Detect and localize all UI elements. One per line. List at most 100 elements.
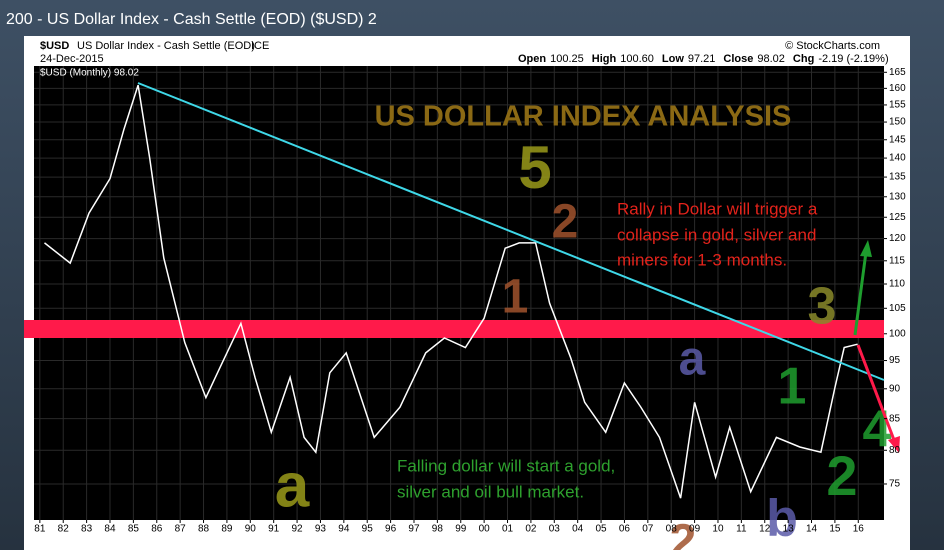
wave-label: 4 xyxy=(863,401,892,459)
x-tick-label: 83 xyxy=(81,524,93,535)
x-tick-label: 86 xyxy=(151,524,163,535)
x-tick-label: 14 xyxy=(806,524,818,535)
quote-label: Low xyxy=(662,53,684,65)
x-tick-label: 89 xyxy=(221,524,233,535)
y-tick-label: 150 xyxy=(889,117,906,128)
wave-label: b xyxy=(766,490,798,548)
wave-label: a xyxy=(275,451,310,520)
down-arrow xyxy=(856,344,896,441)
y-tick-label: 125 xyxy=(889,212,906,223)
quote-value: 100.25 xyxy=(550,53,584,65)
axes: 7580859095100105110115120125130135140145… xyxy=(34,67,906,535)
x-tick-label: 05 xyxy=(595,524,607,535)
y-tick-label: 120 xyxy=(889,233,906,244)
y-tick-label: 135 xyxy=(889,172,906,183)
plot-area xyxy=(34,66,884,520)
annotation: silver and oil bull market. xyxy=(397,482,584,501)
x-tick-label: 04 xyxy=(572,524,584,535)
y-tick-label: 100 xyxy=(889,328,906,339)
x-tick-label: 82 xyxy=(58,524,70,535)
x-tick-label: 90 xyxy=(245,524,257,535)
x-tick-label: 10 xyxy=(712,524,724,535)
x-tick-label: 87 xyxy=(175,524,187,535)
symbol: $USD xyxy=(40,40,69,52)
price-line xyxy=(44,84,858,499)
x-tick-label: 09 xyxy=(689,524,701,535)
x-tick-label: 08 xyxy=(666,524,678,535)
wave-label: 5 xyxy=(518,134,551,201)
price-layer xyxy=(44,84,858,499)
legend: $USD (Monthly) 98.02 xyxy=(40,68,139,79)
x-tick-label: 16 xyxy=(853,524,865,535)
annotation: collapse in gold, silver and xyxy=(617,225,816,244)
wave-label: 2 xyxy=(826,444,857,507)
date: 24-Dec-2015 xyxy=(40,53,104,65)
quote-label: Chg xyxy=(793,53,814,65)
y-tick-label: 105 xyxy=(889,303,906,314)
up-arrow-head xyxy=(860,240,872,257)
y-tick-label: 80 xyxy=(889,445,901,456)
x-tick-label: 96 xyxy=(385,524,397,535)
y-tick-label: 160 xyxy=(889,83,906,94)
quote-label: Close xyxy=(723,53,753,65)
x-tick-label: 13 xyxy=(783,524,795,535)
x-tick-label: 12 xyxy=(759,524,771,535)
y-tick-label: 140 xyxy=(889,153,906,164)
quote-value: -2.19 (-2.19%) xyxy=(818,53,888,65)
instrument-name: US Dollar Index - Cash Settle (EOD) xyxy=(77,40,255,52)
annotation: Rally in Dollar will trigger a xyxy=(617,199,818,218)
quote-value: 97.21 xyxy=(688,53,716,65)
x-tick-label: 01 xyxy=(502,524,514,535)
up-arrow xyxy=(853,251,868,336)
y-tick-label: 145 xyxy=(889,134,906,145)
x-tick-label: 94 xyxy=(338,524,350,535)
x-tick-label: 03 xyxy=(549,524,561,535)
y-tick-label: 90 xyxy=(889,383,901,394)
quote-label: High xyxy=(592,53,617,65)
quote: Open 100.25 High 100.60 Low 97.21 Close 98.02 Ch… xyxy=(518,53,889,65)
y-tick-label: 155 xyxy=(889,100,906,111)
y-tick-label: 110 xyxy=(889,279,905,290)
y-tick-label: 85 xyxy=(889,413,901,424)
annotation: miners for 1-3 months. xyxy=(617,250,787,269)
x-tick-label: 93 xyxy=(315,524,327,535)
trendline xyxy=(137,82,885,381)
y-tick-label: 130 xyxy=(889,191,906,202)
quote-value: 100.60 xyxy=(620,53,654,65)
wave-label: 1 xyxy=(778,358,807,416)
x-tick-label: 06 xyxy=(619,524,631,535)
y-tick-label: 115 xyxy=(889,255,905,266)
quote-value: 98.02 xyxy=(757,53,785,65)
x-tick-label: 88 xyxy=(198,524,210,535)
quote-label: Open xyxy=(518,53,546,65)
resistance-band xyxy=(24,320,884,338)
y-tick-label: 165 xyxy=(889,67,906,78)
window-title: 200 - US Dollar Index - Cash Settle (EOD… xyxy=(6,11,377,28)
wave-label: 1 xyxy=(502,271,529,324)
x-tick-label: 98 xyxy=(432,524,444,535)
x-tick-label: 95 xyxy=(362,524,374,535)
y-tick-label: 75 xyxy=(889,479,901,490)
wave-label: 3 xyxy=(808,278,837,336)
x-tick-label: 97 xyxy=(408,524,420,535)
credit: © StockCharts.com xyxy=(785,40,880,52)
x-tick-label: 81 xyxy=(34,524,46,535)
x-tick-label: 11 xyxy=(736,524,747,535)
x-tick-label: 99 xyxy=(455,524,467,535)
x-tick-label: 02 xyxy=(525,524,537,535)
exchange: ICE xyxy=(251,40,269,52)
annotations: Rally in Dollar will trigger a collapse i… xyxy=(275,134,892,550)
x-tick-label: 85 xyxy=(128,524,140,535)
wave-label: 2 xyxy=(670,516,697,550)
down-arrow-head xyxy=(888,436,900,453)
x-tick-label: 00 xyxy=(479,524,491,535)
x-tick-label: 15 xyxy=(829,524,841,535)
annotation: Falling dollar will start a gold, xyxy=(397,456,615,475)
x-tick-label: 91 xyxy=(268,524,280,535)
wave-label: 2 xyxy=(552,196,579,249)
analysis-title: US DOLLAR INDEX ANALYSIS xyxy=(375,101,792,133)
x-tick-label: 07 xyxy=(642,524,654,535)
x-tick-label: 84 xyxy=(104,524,116,535)
wave-label: a xyxy=(679,333,706,386)
